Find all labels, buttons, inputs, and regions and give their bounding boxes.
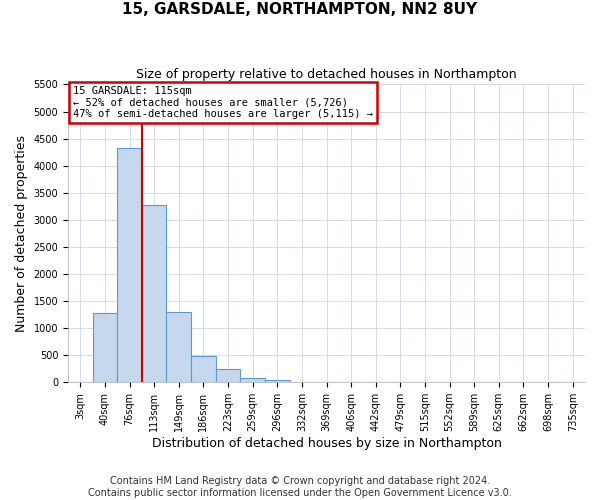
Text: Contains HM Land Registry data © Crown copyright and database right 2024.
Contai: Contains HM Land Registry data © Crown c… [88, 476, 512, 498]
Bar [117, 148, 142, 382]
Bar [216, 369, 241, 382]
Bar [166, 312, 191, 382]
Bar [191, 356, 216, 382]
Title: Size of property relative to detached houses in Northampton: Size of property relative to detached ho… [136, 68, 517, 80]
Y-axis label: Number of detached properties: Number of detached properties [15, 135, 28, 332]
Text: 15, GARSDALE, NORTHAMPTON, NN2 8UY: 15, GARSDALE, NORTHAMPTON, NN2 8UY [122, 2, 478, 18]
Bar [92, 314, 117, 382]
Bar [241, 378, 265, 382]
Text: 15 GARSDALE: 115sqm
← 52% of detached houses are smaller (5,726)
47% of semi-det: 15 GARSDALE: 115sqm ← 52% of detached ho… [73, 86, 373, 119]
X-axis label: Distribution of detached houses by size in Northampton: Distribution of detached houses by size … [152, 437, 502, 450]
Bar [265, 380, 290, 382]
Bar [142, 204, 166, 382]
